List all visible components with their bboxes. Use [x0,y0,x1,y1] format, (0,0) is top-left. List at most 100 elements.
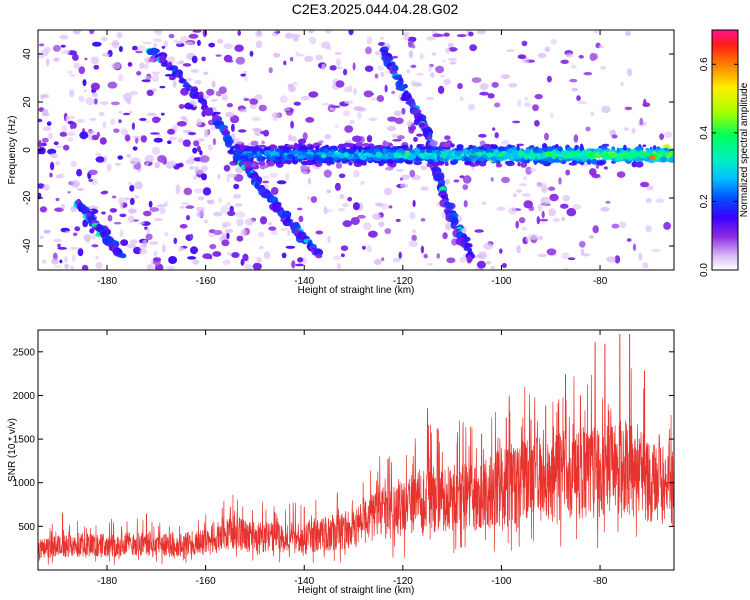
spectrogram-cell [479,83,489,90]
spectrogram-cell [321,102,330,106]
spectrogram-cell [286,153,295,159]
spectrogram-cell [55,197,60,202]
spectrogram-cell [304,55,314,62]
spectrogram-cell [323,206,328,215]
spectrogram-cell [650,148,660,152]
spectrogram-cell [252,262,262,270]
spectrogram-cell [572,204,582,210]
spectrogram-cell [144,154,155,163]
spectrogram-cell [643,156,651,162]
spectrogram-cell [70,161,78,168]
spectrogram-cell [580,155,588,161]
spectrogram-cell [600,206,610,212]
spectrogram-cell [483,242,494,250]
spectrogram-cell [179,224,188,229]
spectrogram-cell [631,153,638,156]
y-tick-label: 500 [18,522,35,533]
spectrogram-cell [490,144,494,148]
spectrogram-cell [394,117,404,125]
spectrogram-cell [217,173,221,180]
spectrogram-cell [120,200,124,209]
spectrogram-cell [627,68,632,77]
spectrogram-cell [269,172,278,178]
spectrogram-cell [380,36,384,40]
spectrogram-cell [383,158,387,163]
spectrogram-cell [335,162,342,169]
spectrogram-cell [380,71,385,78]
spectrogram-cell [537,152,541,159]
spectrogram-cell [91,234,97,240]
spectrogram-cell [339,193,345,200]
spectrogram-cell [91,92,98,98]
spectrogram-cell [407,120,412,128]
spectrogram-cell [53,57,60,62]
spectrogram-cell [224,228,234,233]
spectrogram-cell [500,74,511,79]
spectrogram-cell [428,66,432,72]
spectrogram-cell [572,157,580,161]
spectrogram-cell [384,228,392,235]
spectrogram-cell [38,118,43,123]
spectrogram-cell [377,65,385,71]
spectrogram-cell [358,147,362,153]
spectrogram-cell [65,230,70,234]
spectrogram-cell [368,117,378,122]
spectrogram-cell [67,70,73,75]
spectrogram-cell [566,147,573,152]
spectrogram-cell [412,147,421,155]
spectrogram-cell [196,39,201,47]
spectrogram-cell [183,187,193,196]
x-tick-label: -140 [294,576,314,587]
spectrogram-cell [577,100,587,105]
spectrogram-cell [254,94,263,101]
spectrogram-cell [103,155,108,164]
spectrogram-cell [483,143,491,148]
spectrogram-cell [218,197,223,203]
spectrogram-cell [437,85,445,94]
spectrogram-cell [64,263,69,270]
spectrogram-cell [463,156,470,161]
spectrogram-cell [247,146,255,149]
spectrogram-cell [476,160,480,164]
spectrogram-cell [408,240,418,248]
spectrogram-cell [485,149,494,154]
spectrogram-cell [616,171,626,178]
spectrogram-cell [85,97,95,106]
spectrogram-cell [468,31,474,37]
spectrogram-cell [382,148,386,153]
spectrogram-cell [491,81,499,88]
spectrogram-cell [139,248,148,255]
spectrogram-cell [70,246,77,250]
spectrogram-cell [544,46,551,52]
spectrogram-cell [478,146,485,150]
spectrogram-cell [591,158,599,165]
spectrogram-cell [623,144,627,151]
spectrogram-cell [226,202,231,206]
spectrogram-cell [315,145,320,151]
spectrogram-cell [258,160,266,166]
spectrogram-cell [114,163,122,166]
spectrogram-cell [107,81,118,89]
spectrogram-cell [540,196,550,205]
spectrogram-cell [54,207,64,212]
spectrogram-cell [546,146,554,152]
spectrogram-cell [264,164,269,169]
spectrogram-cell [305,146,311,150]
spectrogram-cell [201,56,206,62]
spectrogram-cell [335,66,343,70]
spectrogram-cell [132,135,140,139]
spectrogram-cell [298,145,307,151]
spectrogram-cell [196,118,203,126]
spectrogram-cell [69,74,75,77]
y-tick-label: -40 [22,238,33,253]
spectrogram-cell [324,30,332,34]
spectrogram-cell [386,125,397,132]
spectrogram-cell [101,36,108,42]
spectrogram-cell [145,162,149,167]
spectrogram-cell [485,260,491,265]
spectrogram-cell [501,176,510,184]
spectrogram-cell [178,246,184,252]
spectrogram-cell [500,150,507,155]
spectrogram-cell [89,30,95,35]
spectrogram-cell [191,55,198,64]
